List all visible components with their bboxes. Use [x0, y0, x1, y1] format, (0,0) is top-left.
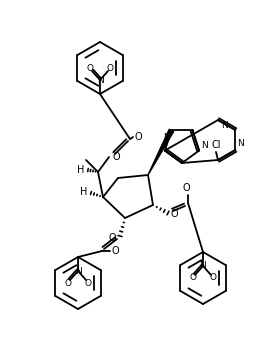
Text: O: O: [106, 63, 113, 73]
Text: N: N: [75, 266, 81, 276]
Text: Cl: Cl: [211, 140, 221, 150]
Text: O: O: [65, 279, 72, 287]
Text: O: O: [210, 274, 217, 282]
Text: O: O: [108, 233, 116, 243]
Text: N: N: [163, 134, 169, 142]
Text: N: N: [97, 76, 103, 84]
Text: N: N: [201, 141, 208, 150]
Text: O: O: [85, 279, 92, 287]
Polygon shape: [148, 129, 174, 175]
Text: N: N: [237, 139, 244, 148]
Text: H: H: [77, 165, 84, 175]
Text: O: O: [86, 63, 93, 73]
Text: N: N: [221, 121, 228, 130]
Text: O: O: [113, 152, 121, 162]
Text: O: O: [182, 183, 190, 193]
Text: O: O: [112, 246, 120, 256]
Text: O: O: [190, 274, 197, 282]
Text: H: H: [80, 187, 87, 197]
Text: N: N: [200, 261, 206, 271]
Text: O: O: [135, 132, 143, 142]
Text: O: O: [171, 209, 179, 219]
